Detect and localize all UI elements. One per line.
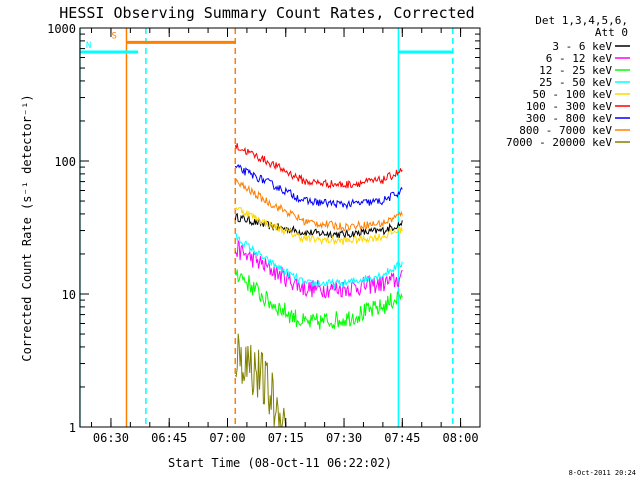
- series-line: [234, 206, 403, 246]
- flag-label: N: [86, 41, 91, 51]
- legend-header-line-2: Att 0: [595, 26, 628, 39]
- legend-entry-label: 3 - 6 keV: [552, 40, 612, 53]
- x-tick-label: 06:45: [151, 431, 187, 445]
- series-line: [234, 212, 403, 239]
- series-line: [235, 233, 403, 290]
- timestamp: 8-Oct-2011 20:24: [569, 469, 636, 477]
- x-tick-label: 08:00: [443, 431, 479, 445]
- legend-entry-label: 6 - 12 keV: [546, 52, 613, 65]
- flag-label: S: [111, 31, 116, 41]
- y-tick-label: 100: [54, 155, 76, 169]
- legend-entry-label: 25 - 50 keV: [539, 76, 612, 89]
- chart-title: HESSI Observing Summary Count Rates, Cor…: [59, 4, 474, 22]
- flag-bars: SN: [79, 31, 453, 54]
- series-line: [234, 163, 403, 211]
- series-line: [234, 333, 287, 428]
- y-tick-label: 1: [69, 421, 76, 435]
- legend-header-line-1: Det 1,3,4,5,6,: [535, 14, 628, 27]
- x-tick-label: 07:30: [326, 431, 362, 445]
- x-tick-label: 07:45: [384, 431, 420, 445]
- legend-entry-label: 7000 - 20000 keV: [506, 136, 612, 149]
- legend-entry-label: 50 - 100 keV: [533, 88, 613, 101]
- legend-entry-label: 800 - 7000 keV: [519, 124, 612, 137]
- legend-entry-label: 300 - 800 keV: [526, 112, 612, 125]
- x-axis-ticks: 06:30 06:45 07:00 07:15 07:30 07:45 08:00: [91, 28, 479, 445]
- y-axis-ticks: 1 10 100 1000: [47, 22, 480, 435]
- series-line: [234, 178, 403, 232]
- x-tick-label: 07:15: [268, 431, 304, 445]
- legend-entry-label: 100 - 300 keV: [526, 100, 612, 113]
- x-axis-label: Start Time (08-Oct-11 06:22:02): [168, 456, 392, 470]
- x-tick-label: 06:30: [93, 431, 129, 445]
- plot-frame: [79, 27, 481, 428]
- y-axis-label: Corrected Count Rate (s⁻¹ detector⁻¹): [20, 94, 34, 361]
- series-line: [234, 239, 403, 299]
- series-lines: [234, 143, 403, 428]
- series-line: [234, 269, 403, 330]
- y-tick-label: 1000: [47, 22, 76, 36]
- series-line: [234, 143, 403, 189]
- y-tick-label: 10: [62, 288, 76, 302]
- legend-entry-label: 12 - 25 keV: [539, 64, 612, 77]
- x-tick-label: 07:00: [209, 431, 245, 445]
